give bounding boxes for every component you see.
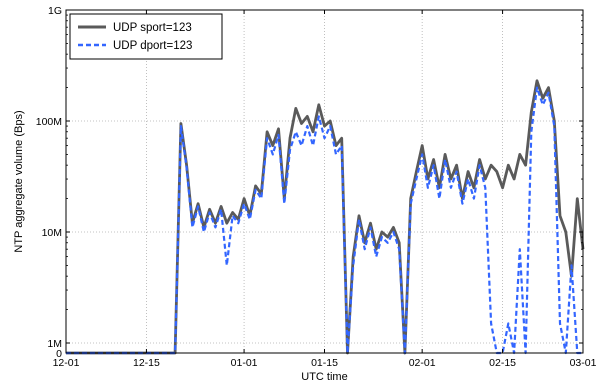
y-tick-label: 0 (56, 348, 62, 360)
y-tick-label: 100M (36, 116, 62, 128)
x-tick-label: 01-15 (311, 357, 338, 369)
x-tick-label: 02-01 (409, 357, 436, 369)
x-tick-label: 12-01 (53, 357, 80, 369)
series-lines (66, 79, 585, 355)
y-axis-label: NTP aggregate volume (Bps) (13, 110, 25, 252)
x-tick-label: 02-15 (489, 357, 516, 369)
x-tick-label: 01-01 (231, 357, 258, 369)
y-tick-labels: 01M 10M 100M 1G (36, 5, 62, 360)
x-tick-label: 12-15 (133, 357, 160, 369)
legend-entry-sport: UDP sport=123 (113, 22, 192, 34)
y-tick-label: 1M (47, 338, 62, 350)
x-axis-label: UTC time (301, 371, 347, 383)
y-tick-label: 1G (48, 5, 62, 17)
legend-entry-dport: UDP dport=123 (113, 40, 192, 52)
tick-marks (65, 9, 584, 354)
y-tick-label: 10M (42, 227, 62, 239)
legend: UDP sport=123 UDP dport=123 (69, 13, 223, 60)
x-tick-label: 03-01 (570, 357, 597, 369)
series-line-1 (66, 86, 583, 355)
x-tick-labels: 12-01 12-15 01-01 01-15 02-01 02-15 03-01 (53, 357, 597, 369)
legend-box (69, 13, 223, 60)
